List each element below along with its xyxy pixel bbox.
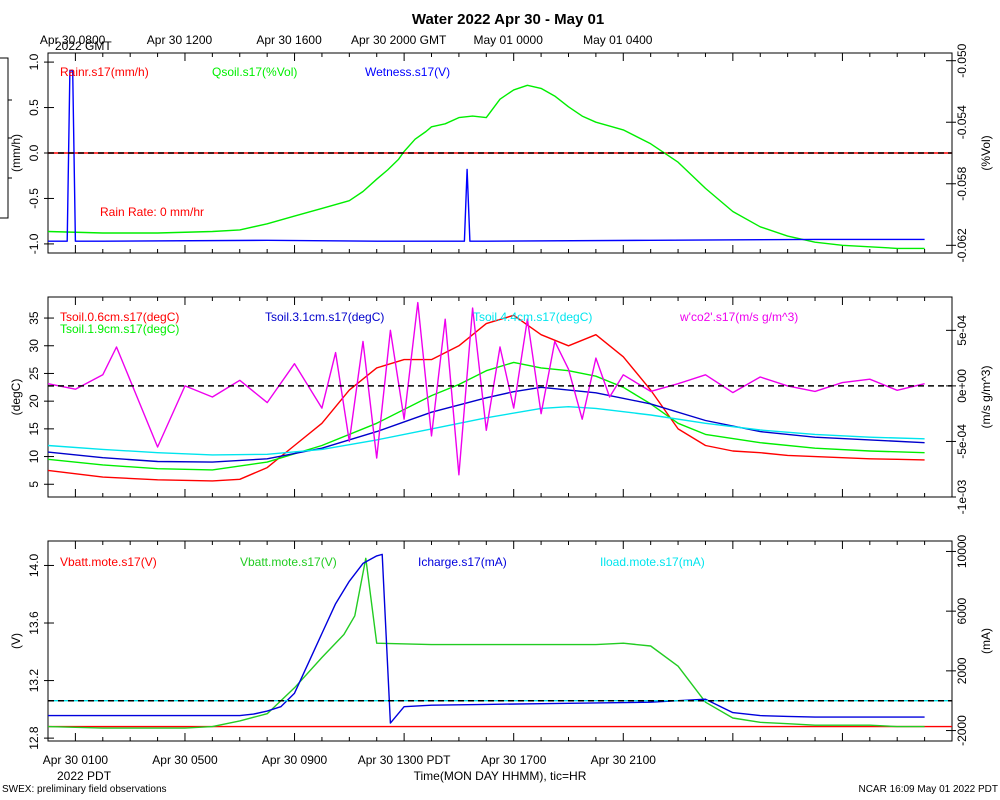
y-tick-label: 25	[27, 366, 41, 380]
series-line-3	[47, 406, 925, 456]
legend-entry: Tsoil.0.6cm.s17(degC)	[60, 310, 179, 324]
series-line-2	[47, 386, 925, 463]
y-tick-label: 5	[27, 481, 41, 488]
y-axis-label: (degC)	[9, 379, 23, 416]
panel-power: 12.8 13.2 13.6 14.0 10000 6000 2000 -2000 (V) (mA…	[9, 534, 993, 749]
y-axis-label: (mm/h)	[9, 134, 23, 172]
y-tick-label: 10	[27, 450, 41, 464]
series-line-1	[47, 84, 925, 250]
legend-entry: Tsoil.3.1cm.s17(degC)	[265, 310, 384, 324]
series-line-1	[47, 557, 925, 729]
plot-frame	[47, 296, 953, 498]
series-line-0	[47, 314, 925, 482]
y-tick-label: 20	[27, 394, 41, 408]
legend-entry: Iload.mote.s17(mA)	[600, 555, 705, 569]
y-tick-label: 13.6	[27, 611, 41, 635]
top-tick-label: Apr 30 1200	[147, 33, 213, 47]
legend-entry: Vbatt.mote.s17(V)	[60, 555, 157, 569]
y-tick-label: 35	[27, 311, 41, 325]
y-tick-label: -0.5	[27, 188, 41, 209]
plot-frame	[47, 540, 953, 742]
y-tick-label: 0.0	[27, 144, 41, 161]
series-line-2	[48, 69, 925, 242]
y-tick-label: -1.0	[27, 233, 41, 254]
y2-tick-label: -1e-03	[955, 479, 969, 514]
bottom-tick-label: Apr 30 2100	[591, 753, 657, 767]
legend-entry: Vbatt.mote.s17(V)	[240, 555, 337, 569]
legend-entry: Wetness.s17(V)	[365, 65, 450, 79]
legend-entry: Qsoil.s17(%Vol)	[212, 65, 297, 79]
footer-right: NCAR 16:09 May 01 2022 PDT	[858, 784, 998, 795]
y-tick-label: 14.0	[27, 553, 41, 577]
y-tick-label: 0.5	[27, 99, 41, 116]
y-tick-label: 13.2	[27, 669, 41, 693]
footer-left: SWEX: preliminary field observations	[2, 784, 167, 795]
bottom-year-label: 2022 PDT	[57, 769, 112, 783]
y2-tick-label: -0.062	[955, 228, 969, 262]
top-tick-label: Apr 30 0800	[40, 33, 106, 47]
bottom-tick-label: Apr 30 1300 PDT	[358, 753, 451, 767]
x-axis-title: Time(MON DAY HHMM), tic=HR	[414, 769, 587, 783]
y-axis-label: (V)	[9, 633, 23, 649]
y2-tick-label: 0e+00	[955, 369, 969, 403]
top-year-label: 2022 GMT	[55, 39, 112, 53]
bottom-time-axis: Apr 30 0100 Apr 30 0500 Apr 30 0900 Apr 30 …	[43, 753, 657, 767]
bottom-tick-label: Apr 30 0500	[152, 753, 218, 767]
legend-entry: Tsoil.4.4cm.s17(degC)	[473, 310, 592, 324]
panel-water: 1.0 0.5 0.0 -0.5 -1.0 -0.050 -0.054 -0.058 -0.06…	[9, 43, 993, 262]
y2-axis-label: (%Vol)	[979, 135, 993, 170]
bottom-tick-label: Apr 30 0100	[43, 753, 109, 767]
y2-axis-label: (mA)	[979, 628, 993, 654]
y2-tick-label: -0.058	[955, 166, 969, 200]
y-tick-label: 12.8	[27, 726, 41, 750]
top-time-axis: Apr 30 0800 Apr 30 1200 Apr 30 1600 Apr 30 …	[40, 33, 653, 47]
y2-tick-label: -0.054	[955, 105, 969, 139]
y2-tick-label: -5e-04	[955, 424, 969, 459]
y2-tick-label: -0.050	[955, 43, 969, 77]
rain-rate-annotation: Rain Rate: 0 mm/hr	[100, 205, 204, 219]
top-tick-label: May 01 0000	[474, 33, 544, 47]
y2-tick-label: -2000	[955, 715, 969, 746]
panel-temperature: 5 10 15 20 25 30 35 5e-04 0e+00 -5e-04 -1e-03 (degC…	[9, 296, 993, 514]
series-line-2	[48, 553, 925, 724]
y-tick-label: 30	[27, 339, 41, 353]
top-tick-label: Apr 30 1600	[256, 33, 322, 47]
y-tick-label: 1.0	[27, 53, 41, 70]
top-tick-label: May 01 0400	[583, 33, 653, 47]
legend-entry: Rainr.s17(mm/h)	[60, 65, 149, 79]
series-line-4	[47, 301, 925, 476]
y2-tick-label: 2000	[955, 657, 969, 684]
y2-tick-label: 6000	[955, 597, 969, 624]
y2-tick-label: 10000	[955, 534, 969, 568]
top-tick-label: Apr 30 2000 GMT	[351, 33, 447, 47]
y2-axis-label: (m/s g/m^3)	[979, 366, 993, 429]
legend-entry: Tsoil.1.9cm.s17(degC)	[60, 322, 179, 336]
series-line-1	[47, 361, 925, 471]
y-tick-label: 15	[27, 422, 41, 436]
side-color-box	[0, 57, 12, 219]
y2-tick-label: 5e-04	[955, 315, 969, 346]
legend-entry: w'co2'.s17(m/s g/m^3)	[679, 310, 798, 324]
chart-title: Water 2022 Apr 30 - May 01	[412, 11, 604, 28]
legend-entry: Icharge.s17(mA)	[418, 555, 507, 569]
bottom-tick-label: Apr 30 0900	[262, 753, 328, 767]
bottom-tick-label: Apr 30 1700	[481, 753, 547, 767]
